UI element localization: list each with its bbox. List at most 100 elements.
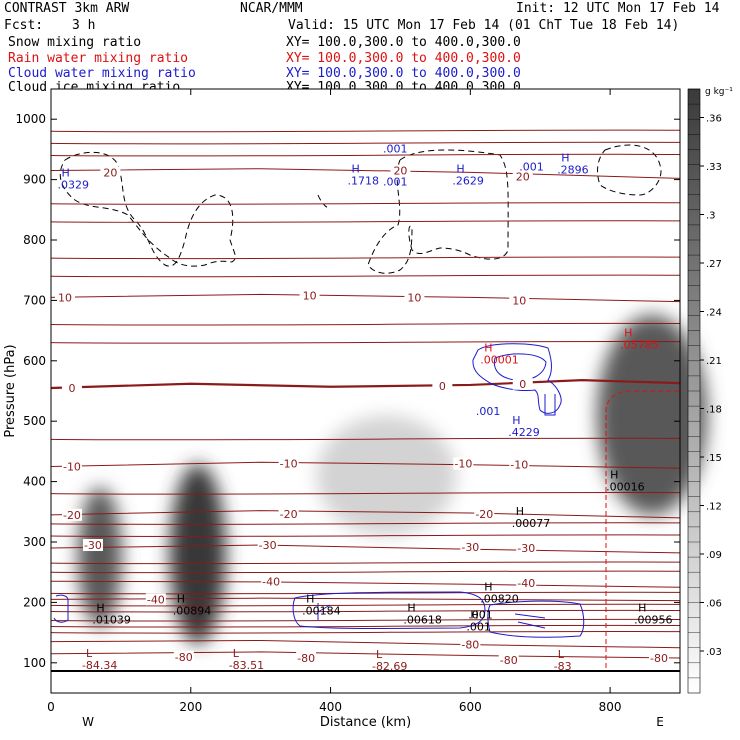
isotherm-label-bg xyxy=(278,457,299,470)
extremum-value: .00956 xyxy=(634,613,673,626)
isotherm-label-bg xyxy=(145,593,166,606)
cloud-ice-contour-3 xyxy=(367,149,509,274)
y-tick-label: 500 xyxy=(23,414,46,428)
y-tick-label: 200 xyxy=(23,595,46,609)
extremum-value: -83.51 xyxy=(229,659,264,672)
field-cloudwater-xy: XY= 100.0,300.0 to 400.0,300.0 xyxy=(286,66,521,81)
isotherm-label: -20 xyxy=(63,509,81,522)
contour-value-label: .001 xyxy=(519,161,544,174)
plot-frame xyxy=(50,88,681,694)
cloud-water-contour-8 xyxy=(514,613,546,629)
field-snow-name: Snow mixing ratio xyxy=(8,35,142,50)
isotherm-label: -80 xyxy=(461,639,479,652)
extremum-value: -82.69 xyxy=(372,660,407,673)
extremum-h-marker: H xyxy=(352,162,360,175)
isotherm-label-bg xyxy=(460,638,481,651)
isotherm-label: 10 xyxy=(407,291,421,304)
extremum-value: .00016 xyxy=(606,481,645,494)
cloud-ice-contour-1 xyxy=(59,151,236,267)
cloud-ice-contour-4 xyxy=(597,144,662,196)
colorbar-unit: g kg⁻¹ xyxy=(705,87,733,97)
x-tick-label: 800 xyxy=(599,700,622,714)
isotherm-bg-13 xyxy=(50,322,681,326)
colorbar-tick-label: .21 xyxy=(706,356,722,367)
isotherm-bg-14 xyxy=(50,274,681,278)
extremum-h-marker: H xyxy=(512,414,520,427)
extremum-value: .2629 xyxy=(452,174,484,187)
fcst-value: 3 h xyxy=(72,18,96,33)
x-tick-label: 400 xyxy=(319,700,342,714)
isotherm-bg-5 xyxy=(50,591,681,595)
x-end-label-west: W xyxy=(82,715,94,729)
isotherm-bg-0 xyxy=(50,630,681,634)
isotherm-label-bg xyxy=(257,539,278,552)
isotherm-label-bg xyxy=(100,166,121,179)
x-tick-label: 600 xyxy=(459,700,482,714)
isotherm-label: -10 xyxy=(63,461,81,474)
extremum-h-marker: H xyxy=(96,601,104,614)
field-cloudwater-name: Cloud water mixing ratio xyxy=(8,66,196,81)
isotherm-label: 10 xyxy=(512,294,526,307)
model-title: CONTRAST 3km ARW xyxy=(4,1,130,16)
field-snow-xy: XY= 100.0,300.0 to 400.0,300.0 xyxy=(286,35,521,50)
isotherm-label: -10 xyxy=(454,457,472,470)
contour-value-label: .001 xyxy=(383,176,408,189)
cloud-ice-contours xyxy=(59,144,662,274)
cloud-water-contour-5 xyxy=(292,591,486,629)
extremum-h-marker: H xyxy=(484,342,492,355)
cloud-water-contour-1 xyxy=(472,343,562,414)
isotherm-bg-7 xyxy=(50,561,681,565)
isotherm-label: 10 xyxy=(58,291,72,304)
extremum-h-marker: H xyxy=(561,151,569,164)
colorbar-tick-label: .06 xyxy=(706,599,722,610)
isotherm-label-bg xyxy=(509,294,530,307)
isotherm-label: 0 xyxy=(439,380,446,393)
isotherm-bg-10 xyxy=(50,492,681,495)
isotherm-label-bg xyxy=(474,508,495,521)
colorbar-tick-label: .27 xyxy=(706,259,722,270)
isotherm-label: -10 xyxy=(280,457,298,470)
isotherm-label: -80 xyxy=(297,652,315,665)
isotherm-1 xyxy=(50,639,681,649)
extremum-l-marker: L xyxy=(376,648,383,661)
isotherm-label: -20 xyxy=(280,508,298,521)
isotherm-label-bg xyxy=(261,575,282,588)
extremum-h-marker: H xyxy=(306,592,314,605)
isotherm-bg-6 xyxy=(50,570,681,574)
x-tick-label: 0 xyxy=(47,700,55,714)
isotherm-label-bg xyxy=(61,460,82,473)
isotherm-bg-3 xyxy=(50,609,681,613)
isotherm-label: -10 xyxy=(510,459,528,472)
isotherm-label-bg xyxy=(404,291,425,304)
isotherm-6 xyxy=(50,461,681,469)
snow-blob-0 xyxy=(77,487,122,628)
isotherm-label-bg xyxy=(390,164,411,177)
colorbar-tick-label: .36 xyxy=(706,114,722,125)
contour-value-label: .001 xyxy=(468,609,493,622)
isotherm-bg-2 xyxy=(50,618,681,622)
extremum-value: .01039 xyxy=(92,613,131,626)
isotherm-label: 10 xyxy=(303,290,317,303)
isotherm-bg-8 xyxy=(50,534,681,538)
y-tick-label: 1000 xyxy=(15,112,46,126)
extremum-value: .00184 xyxy=(302,604,341,617)
extremum-l-marker: L xyxy=(86,647,93,660)
isotherm-label: -20 xyxy=(475,508,493,521)
colorbar-tick-label: .18 xyxy=(706,405,722,416)
isotherm-label-bg xyxy=(512,377,533,390)
extremum-value: .4229 xyxy=(508,426,540,439)
extremum-value: -83 xyxy=(554,660,572,673)
y-tick-label: 300 xyxy=(23,535,46,549)
isotherm-label: -30 xyxy=(517,542,535,555)
field-rain-name: Rain water mixing ratio xyxy=(8,51,189,66)
extremum-l-marker: L xyxy=(233,647,240,660)
isotherm-bg-17 xyxy=(50,202,681,205)
extremum-h-marker: H xyxy=(638,601,646,614)
extremum-h-marker: H xyxy=(177,592,185,605)
isotherm-bg-11 xyxy=(50,437,681,441)
isotherm-9 xyxy=(50,168,681,179)
isotherm-5 xyxy=(50,510,681,519)
extremum-value: .001 xyxy=(466,621,491,634)
cloud-water-contours xyxy=(53,343,585,638)
isotherm-bg-18 xyxy=(50,153,681,157)
